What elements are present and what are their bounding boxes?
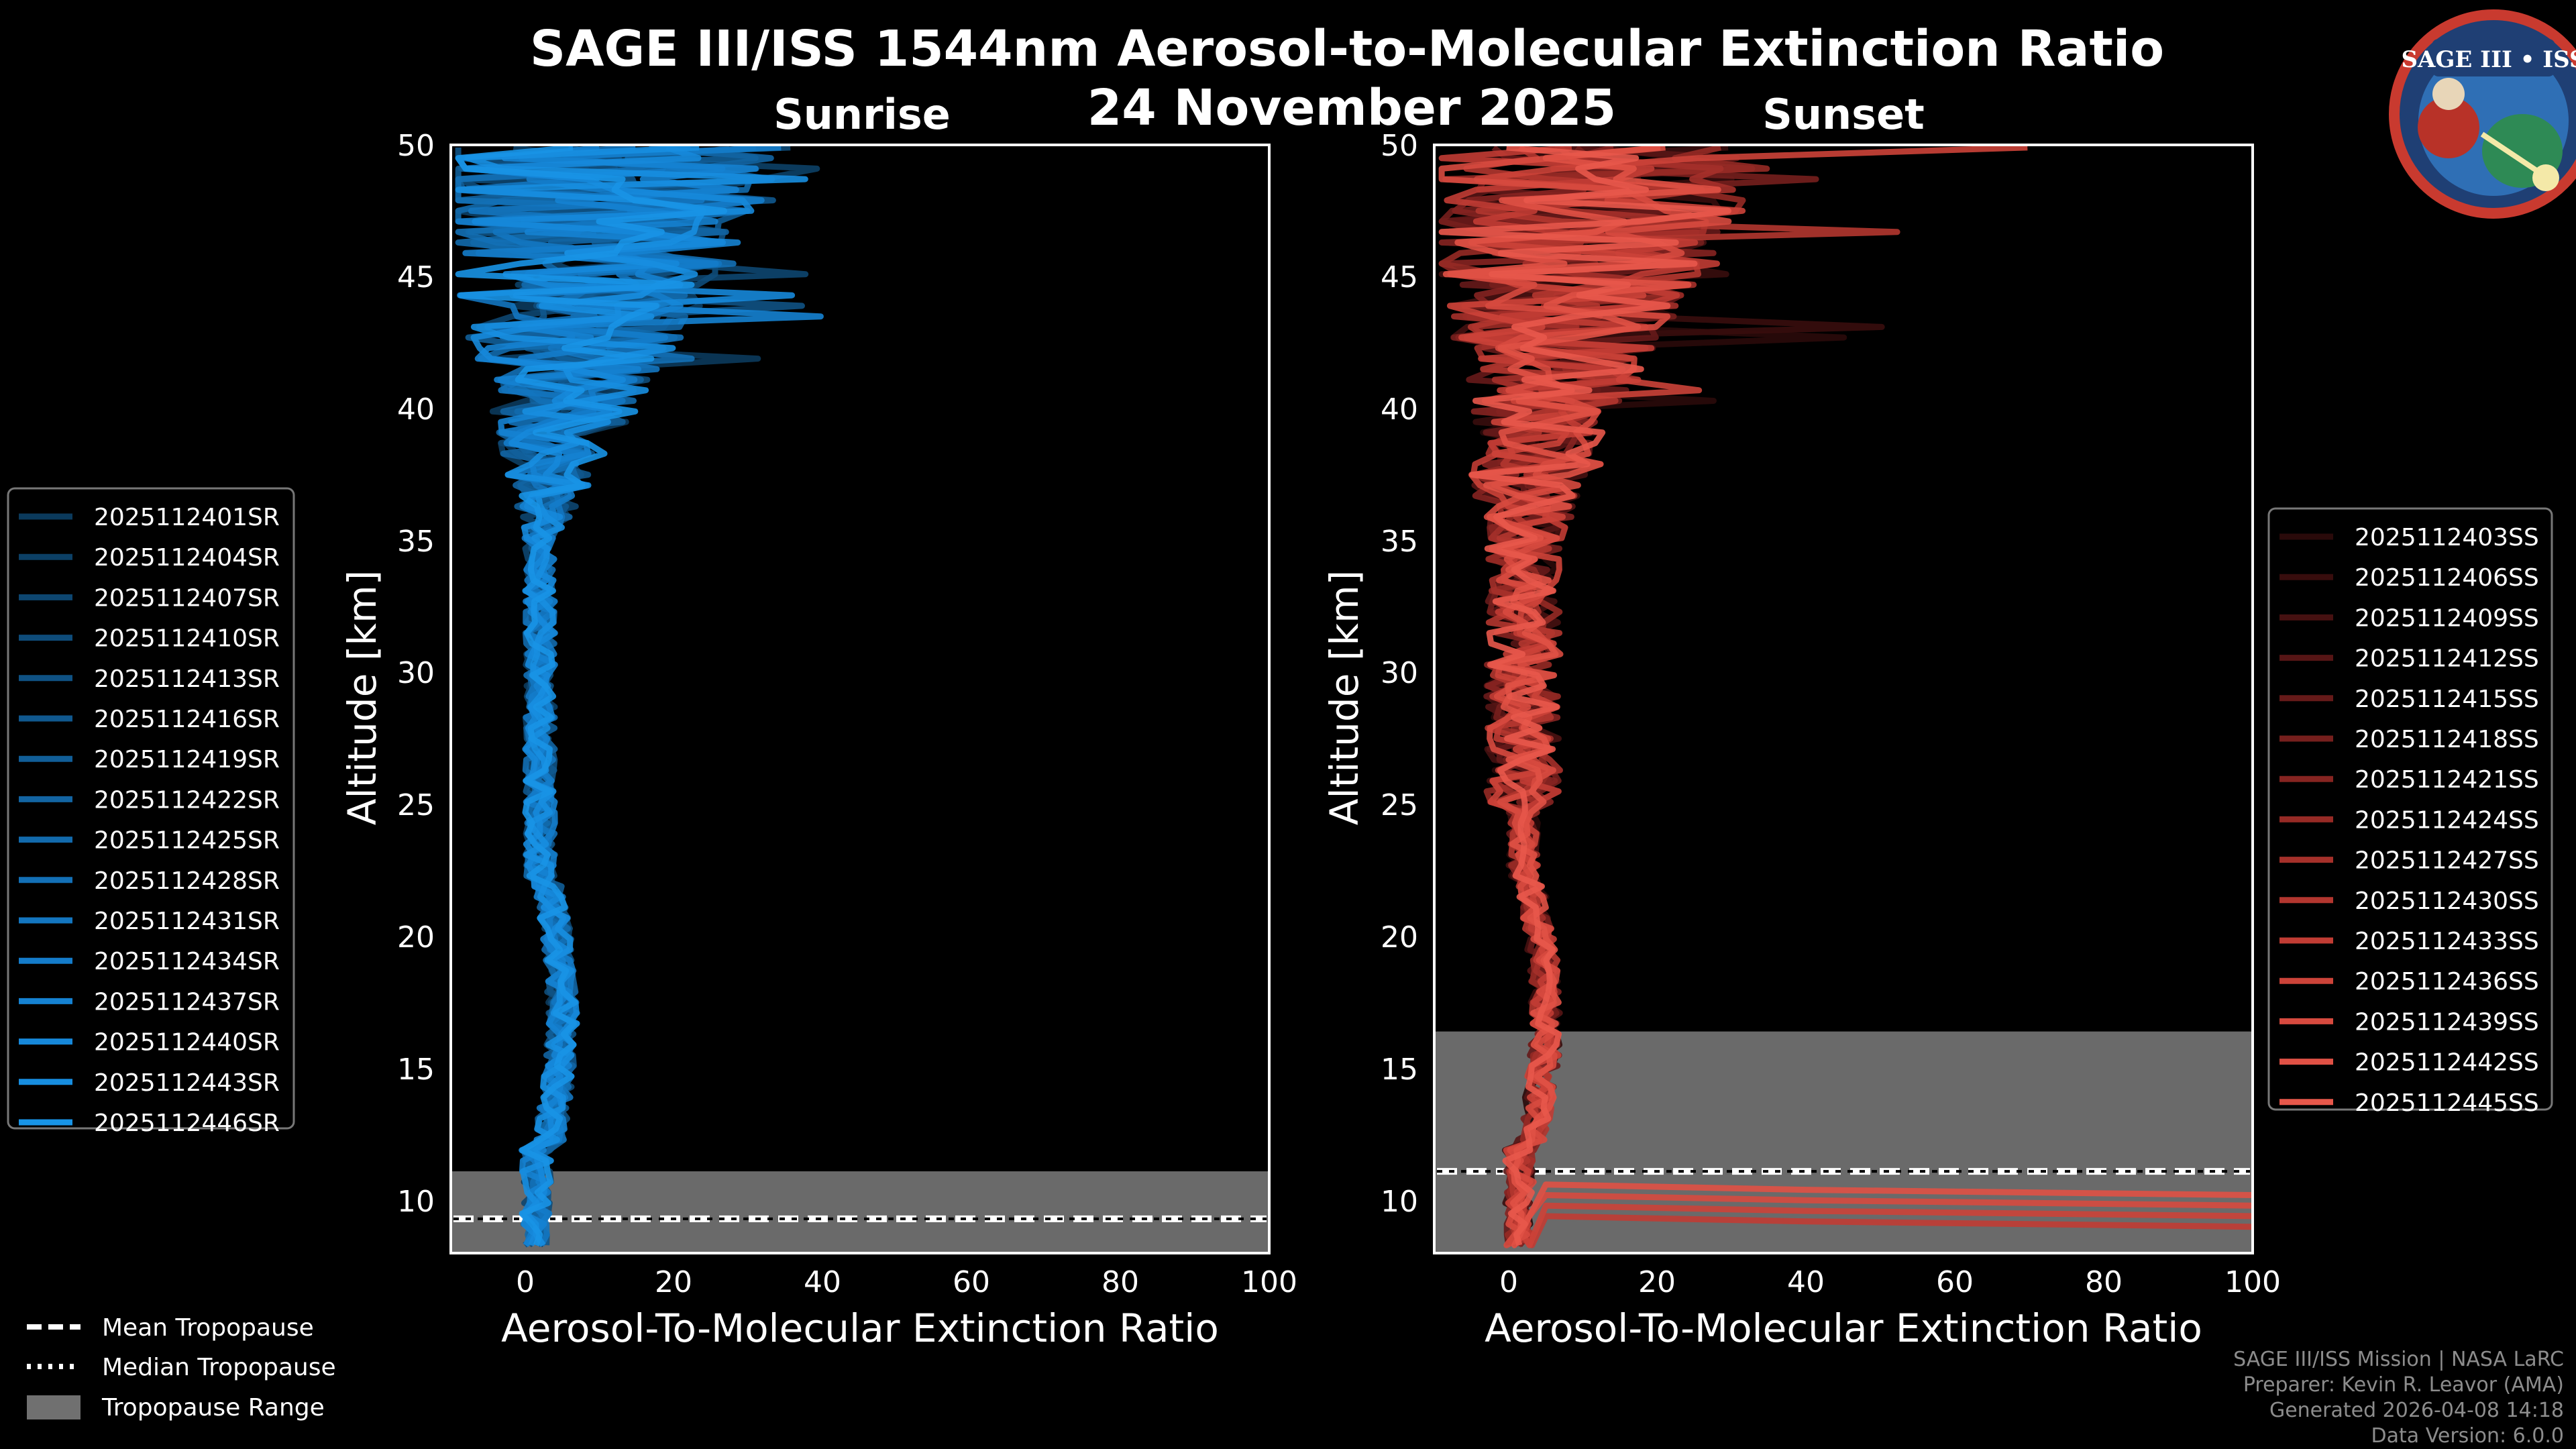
sr-xtick-80: 80 xyxy=(1102,1265,1139,1299)
ss-legend-label: 2025112427SS xyxy=(2355,847,2539,875)
ss-ytick-35: 35 xyxy=(1381,525,1418,559)
sr-legend-label: 2025112410SR xyxy=(94,625,280,653)
ss-ytick-45: 45 xyxy=(1381,260,1418,294)
sunset-x-axis: 0 20 40 60 80 100 Aerosol-To-Molecular E… xyxy=(1485,1265,2281,1351)
sr-xtick-40: 40 xyxy=(804,1265,841,1299)
sunset-panel-title: Sunset xyxy=(1762,90,1925,139)
chart-title: SAGE III/ISS 1544nm Aerosol-to-Molecular… xyxy=(530,20,2164,78)
ss-xtick-40: 40 xyxy=(1787,1265,1825,1299)
logo-text: SAGE III • ISS xyxy=(2401,46,2576,73)
sunrise-series-lines xyxy=(455,144,824,1248)
sunrise-panel-title: Sunrise xyxy=(773,90,951,139)
sr-xtick-20: 20 xyxy=(655,1265,692,1299)
sr-legend-label: 2025112443SR xyxy=(94,1069,280,1097)
sunset-series-lines xyxy=(1438,144,2253,1248)
sunrise-tropopause-range xyxy=(451,1171,1269,1253)
ss-ytick-30: 30 xyxy=(1381,656,1418,690)
sr-ytick-30: 30 xyxy=(397,656,435,690)
sr-ytick-20: 20 xyxy=(397,920,435,955)
sr-ytick-25: 25 xyxy=(397,788,435,822)
credit-preparer: Preparer: Kevin R. Leavor (AMA) xyxy=(2243,1373,2564,1397)
ss-legend-label: 2025112403SS xyxy=(2355,524,2539,551)
sr-legend-label: 2025112407SR xyxy=(94,584,280,612)
credit-mission: SAGE III/ISS Mission | NASA LaRC xyxy=(2233,1348,2564,1371)
sr-series-line-2025112446SR xyxy=(455,144,727,1246)
sr-legend-label: 2025112416SR xyxy=(94,706,280,733)
ss-ytick-15: 15 xyxy=(1381,1053,1418,1087)
ss-xtick-20: 20 xyxy=(1638,1265,1676,1299)
credits: SAGE III/ISS Mission | NASA LaRC Prepare… xyxy=(2233,1348,2564,1448)
ss-ytick-20: 20 xyxy=(1381,920,1418,955)
sr-legend-label: 2025112428SR xyxy=(94,867,280,895)
sr-xtick-0: 0 xyxy=(516,1265,535,1299)
ss-legend-label: 2025112424SS xyxy=(2355,806,2539,834)
ss-legend-label: 2025112430SS xyxy=(2355,888,2539,915)
sr-ytick-50: 50 xyxy=(397,129,435,163)
sr-ytick-15: 15 xyxy=(397,1053,435,1087)
mean-tropopause-label: Mean Tropopause xyxy=(102,1314,314,1342)
ss-legend-label: 2025112421SS xyxy=(2355,766,2539,794)
ss-legend-label: 2025112445SS xyxy=(2355,1089,2539,1117)
sr-legend-label: 2025112401SR xyxy=(94,504,280,531)
sr-ytick-45: 45 xyxy=(397,260,435,294)
sunrise-y-axis: 10 15 20 25 30 35 40 45 50 Altitude [km] xyxy=(339,129,435,1219)
sr-xtick-60: 60 xyxy=(953,1265,990,1299)
sr-legend-label: 2025112437SR xyxy=(94,988,280,1016)
ss-xtick-60: 60 xyxy=(1936,1265,1974,1299)
tropopause-range-label: Tropopause Range xyxy=(101,1394,325,1421)
sr-series-line-2025112440SR xyxy=(465,144,796,1246)
ss-legend-label: 2025112406SS xyxy=(2355,564,2539,592)
sunrise-panel: 0 20 40 60 80 100 Aerosol-To-Molecular E… xyxy=(339,129,1297,1351)
sunset-y-axis-label: Altitude [km] xyxy=(1322,570,1367,825)
ss-ytick-40: 40 xyxy=(1381,392,1418,427)
ss-series-line-2025112445SS xyxy=(1438,144,1731,1246)
sr-xtick-100: 100 xyxy=(1241,1265,1297,1299)
ss-legend-label: 2025112436SS xyxy=(2355,968,2539,996)
ss-legend-label: 2025112418SS xyxy=(2355,726,2539,753)
ss-legend-label: 2025112439SS xyxy=(2355,1008,2539,1036)
tropopause-legend: Mean Tropopause Median Tropopause Tropop… xyxy=(27,1314,336,1421)
sunrise-legend: 2025112401SR 2025112404SR 2025112407SR 2025… xyxy=(7,487,295,1137)
ss-xtick-100: 100 xyxy=(2224,1265,2281,1299)
sr-legend-label: 2025112434SR xyxy=(94,948,280,975)
sr-legend-label: 2025112446SR xyxy=(94,1110,280,1137)
sr-series-line-2025112443SR xyxy=(455,144,808,1247)
ss-ytick-10: 10 xyxy=(1381,1185,1418,1219)
sr-legend-label: 2025112440SR xyxy=(94,1029,280,1057)
sr-legend-label: 2025112425SR xyxy=(94,827,280,855)
ss-ytick-25: 25 xyxy=(1381,788,1418,822)
ss-ytick-50: 50 xyxy=(1381,129,1418,163)
credit-version: Data Version: 6.0.0 xyxy=(2371,1424,2564,1448)
sr-ytick-35: 35 xyxy=(397,525,435,559)
ss-legend-label: 2025112409SS xyxy=(2355,604,2539,632)
ss-series-line-2025112442SS xyxy=(1442,144,2253,1248)
sr-legend-label: 2025112431SR xyxy=(94,908,280,935)
chart-date: 24 November 2025 xyxy=(1087,79,1616,137)
ss-legend-label: 2025112415SS xyxy=(2355,686,2539,713)
ss-xtick-0: 0 xyxy=(1499,1265,1518,1299)
sr-legend-label: 2025112413SR xyxy=(94,665,280,693)
mission-logo: SAGE III • ISS xyxy=(2389,9,2576,219)
sunrise-x-axis: 0 20 40 60 80 100 Aerosol-To-Molecular E… xyxy=(501,1265,1297,1351)
sr-legend-label: 2025112419SR xyxy=(94,746,280,773)
sr-ytick-10: 10 xyxy=(397,1185,435,1219)
sr-legend-label: 2025112404SR xyxy=(94,544,280,572)
tropopause-range-swatch xyxy=(27,1395,80,1419)
sunset-x-axis-label: Aerosol-To-Molecular Extinction Ratio xyxy=(1485,1305,2202,1351)
sunset-legend: 2025112403SS 2025112406SS 2025112409SS 2025… xyxy=(2267,507,2553,1117)
sunset-panel: 0 20 40 60 80 100 Aerosol-To-Molecular E… xyxy=(1322,129,2281,1351)
sunset-y-axis: 10 15 20 25 30 35 40 45 50 Altitude [km] xyxy=(1322,129,1418,1219)
ss-xtick-80: 80 xyxy=(2085,1265,2123,1299)
sr-legend-label: 2025112422SR xyxy=(94,786,280,814)
credit-generated: Generated 2026-04-08 14:18 xyxy=(2269,1399,2564,1422)
ss-legend-label: 2025112412SS xyxy=(2355,645,2539,673)
sunrise-y-axis-label: Altitude [km] xyxy=(339,570,385,825)
median-tropopause-label: Median Tropopause xyxy=(102,1354,336,1381)
ss-legend-label: 2025112442SS xyxy=(2355,1049,2539,1077)
sunrise-x-axis-label: Aerosol-To-Molecular Extinction Ratio xyxy=(501,1305,1219,1351)
sr-ytick-40: 40 xyxy=(397,392,435,427)
ss-legend-label: 2025112433SS xyxy=(2355,928,2539,955)
